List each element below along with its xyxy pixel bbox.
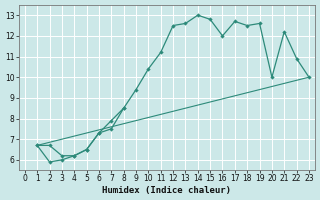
X-axis label: Humidex (Indice chaleur): Humidex (Indice chaleur) bbox=[102, 186, 231, 195]
